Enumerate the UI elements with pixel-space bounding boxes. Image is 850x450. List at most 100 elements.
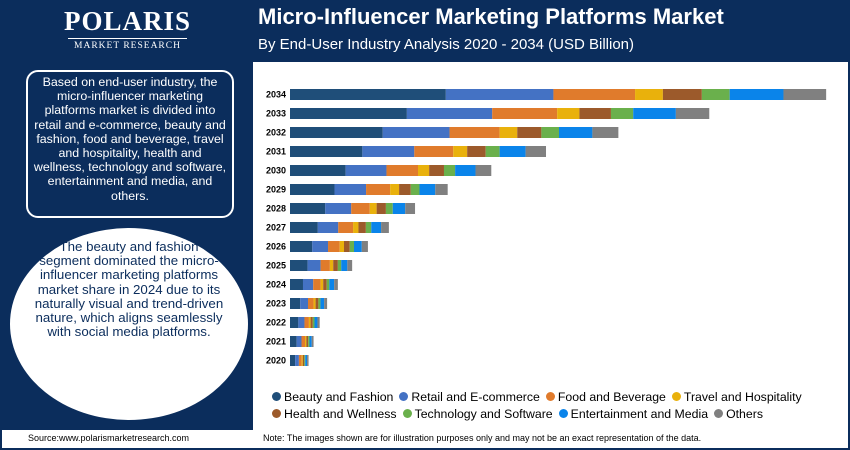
bar-segment	[343, 241, 350, 252]
bar-segment	[290, 317, 299, 328]
bar-segment	[300, 298, 308, 309]
bar-segment	[307, 260, 321, 271]
bar-segment	[390, 184, 400, 195]
bar-segment	[455, 165, 476, 176]
bar-segment	[406, 108, 493, 119]
bar-segment	[414, 146, 454, 157]
legend-item: Retail and E-commerce	[399, 389, 540, 406]
y-tick-label: 2022	[266, 318, 286, 328]
logo-tagline: MARKET RESEARCH	[68, 38, 187, 51]
y-tick-label: 2023	[266, 299, 286, 309]
bar-segment	[485, 146, 500, 157]
bar-segment	[326, 279, 330, 290]
bar-segment	[517, 127, 542, 138]
bar-segment	[334, 279, 338, 290]
bar-segment	[633, 108, 676, 119]
bar-segment	[302, 355, 305, 366]
bar-segment	[592, 127, 619, 138]
bar-segment	[290, 203, 326, 214]
bar-segment	[381, 222, 389, 233]
bar-segment	[453, 146, 468, 157]
bar-segment	[301, 336, 306, 347]
y-tick-label: 2030	[266, 166, 286, 176]
y-tick-label: 2024	[266, 280, 286, 290]
bar-segment	[301, 355, 303, 366]
bar-segment	[410, 184, 420, 195]
legend-swatch	[399, 392, 409, 401]
bar-segment	[338, 222, 354, 233]
bar-segment	[701, 89, 730, 100]
bar-segment	[320, 298, 325, 309]
bar-segment	[385, 203, 393, 214]
legend-swatch	[558, 409, 568, 418]
bar-segment	[429, 165, 444, 176]
bar-segment	[467, 146, 486, 157]
bar-segment	[729, 89, 784, 100]
bar-segment	[290, 127, 383, 138]
bar-segment	[382, 127, 450, 138]
disclaimer-note: Note: The images shown are for illustrat…	[263, 433, 702, 443]
y-tick-label: 2020	[266, 356, 286, 366]
bar-segment	[675, 108, 710, 119]
legend-swatch	[272, 392, 281, 401]
bar-segment	[307, 298, 314, 309]
bar-segment	[320, 279, 324, 290]
bar-segment	[445, 89, 554, 100]
legend-swatch	[402, 409, 412, 418]
bar-segment	[314, 317, 318, 328]
bar-segment	[525, 146, 547, 157]
bar-segment	[310, 317, 313, 328]
bar-segment	[361, 241, 368, 252]
bar-segment	[492, 108, 558, 119]
bar-segment	[318, 298, 321, 309]
bar-segment	[579, 108, 611, 119]
bar-segment	[290, 222, 318, 233]
legend-item: Food and Beverage	[545, 389, 666, 406]
bar-segment	[307, 355, 309, 366]
bar-segment	[296, 336, 302, 347]
y-tick-label: 2027	[266, 223, 286, 233]
bar-segment	[290, 241, 313, 252]
bar-segment	[337, 260, 342, 271]
bar-segment	[308, 336, 310, 347]
polaris-logo: POLARIS MARKET RESEARCH	[60, 6, 195, 51]
bar-segment	[329, 279, 335, 290]
bar-segment	[443, 165, 456, 176]
bar-segment	[345, 165, 387, 176]
bar-segment	[499, 127, 518, 138]
bar-segment	[419, 184, 436, 195]
bar-segment	[309, 336, 312, 347]
bar-segment	[304, 355, 306, 366]
y-tick-label: 2029	[266, 185, 286, 195]
bar-segment	[290, 260, 308, 271]
chart-title: Micro-Influencer Marketing Platforms Mar…	[258, 4, 724, 29]
bar-segment	[399, 184, 411, 195]
bar-segment	[369, 203, 377, 214]
bar-segment	[386, 165, 419, 176]
bar-segment	[475, 165, 492, 176]
bar-segment	[306, 336, 309, 347]
bar-segment	[347, 260, 353, 271]
bar-segment	[305, 336, 307, 347]
bar-segment	[541, 127, 559, 138]
legend-label: Food and Beverage	[557, 390, 666, 404]
bar-segment	[313, 279, 321, 290]
stacked-bar-chart: 2034 2033 2032 2031 2030 2029 2028 2027 2026 2025…	[266, 89, 827, 366]
bar-segment	[362, 146, 415, 157]
bar-segment	[304, 317, 309, 328]
bar-segment	[308, 317, 311, 328]
bar-segment	[557, 108, 580, 119]
bar-segment	[366, 184, 391, 195]
y-tick-label: 2025	[266, 261, 286, 271]
bar-segment	[354, 241, 362, 252]
bar-segment	[290, 279, 303, 290]
bar-segment	[662, 89, 702, 100]
bar-segment	[351, 203, 370, 214]
bar-segment	[392, 203, 406, 214]
bar-segment	[325, 203, 352, 214]
legend-swatch	[272, 409, 281, 418]
y-tick-label: 2031	[266, 147, 286, 157]
bar-segment	[635, 89, 663, 100]
y-tick-label: 2028	[266, 204, 286, 214]
bar-segment	[435, 184, 448, 195]
